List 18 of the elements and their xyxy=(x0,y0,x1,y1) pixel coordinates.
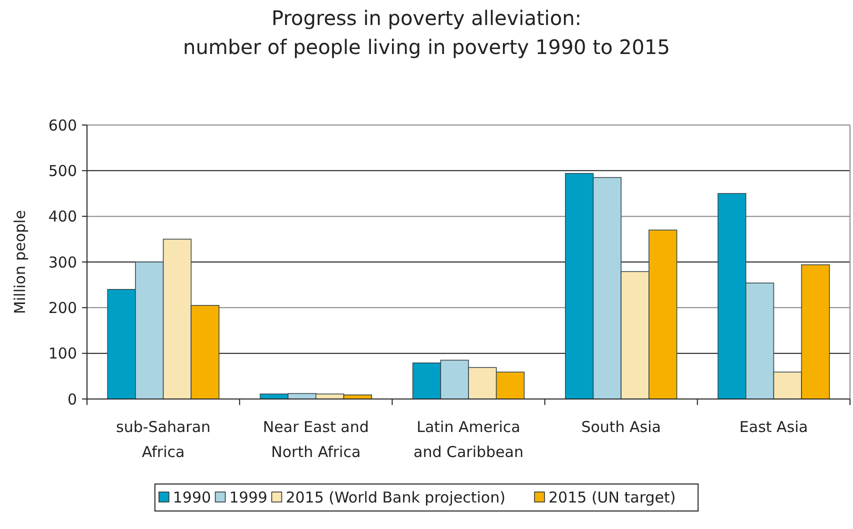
x-tick-label: Latin America and Caribbean xyxy=(414,418,524,461)
y-tick-label: 100 xyxy=(48,344,77,363)
x-tick-label: South Asia xyxy=(581,418,662,436)
y-tick-label: 200 xyxy=(48,298,77,317)
legend-label: 1999 xyxy=(229,488,268,506)
y-tick-label: 0 xyxy=(67,390,77,408)
legend-label: 1990 xyxy=(172,488,212,506)
chart-title: Progress in poverty alleviation: number of people living in poverty 1990 to 2015 xyxy=(183,6,670,59)
x-tick-label: Near East and North Africa xyxy=(262,418,369,461)
y-tick-label: 500 xyxy=(48,162,77,180)
y-axis-title: Million people xyxy=(11,210,29,314)
x-tick-label: East Asia xyxy=(739,418,808,436)
legend-label: 2015 (World Bank projection) xyxy=(286,488,506,506)
legend-label: 2015 (UN target) xyxy=(548,488,676,506)
x-tick-label: sub-Saharan Africa xyxy=(116,418,211,461)
y-tick-label: 400 xyxy=(48,208,77,226)
y-tick-label: 600 xyxy=(48,116,77,134)
y-tick-label: 300 xyxy=(48,253,77,272)
